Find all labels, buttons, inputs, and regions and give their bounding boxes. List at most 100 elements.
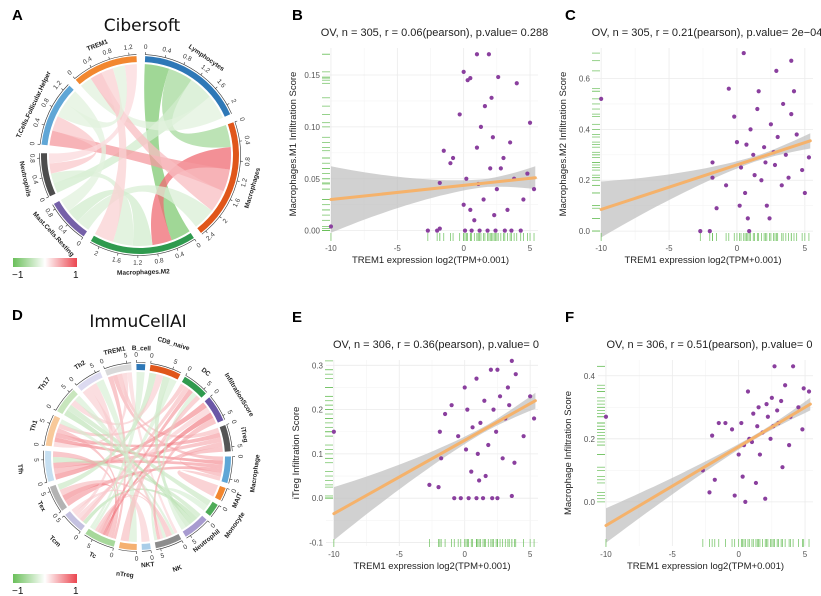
sector-tick xyxy=(97,246,100,250)
data-point xyxy=(745,389,751,394)
chord-sector-NK: 0 5 NK xyxy=(154,534,189,574)
data-point xyxy=(780,465,785,470)
sector-tick xyxy=(108,56,110,60)
legend-max-label: 1 xyxy=(73,586,79,596)
data-point xyxy=(491,407,496,412)
panel-letter-b: B xyxy=(292,7,303,24)
plot-title: OV, n = 306, r = 0.51(pearson), p.value=… xyxy=(607,339,813,351)
chord-sector-nTreg: 0 nTreg xyxy=(116,542,139,579)
data-point xyxy=(518,228,523,233)
sector-tick-label: 0.4 xyxy=(243,135,251,145)
data-points xyxy=(603,364,812,504)
y-tick-label: 0.2 xyxy=(579,176,591,185)
chord-sector-Macrophage: 0 5 Macrophage xyxy=(221,454,262,493)
sector-tick xyxy=(222,414,226,416)
regression-line xyxy=(599,139,812,211)
sector-tick xyxy=(72,76,75,79)
y-tick-label: 0.1 xyxy=(312,450,324,459)
sector-tick-label: 0 xyxy=(196,242,203,250)
x-tick-label: 5 xyxy=(528,550,533,559)
sector-tick-label: 2.4 xyxy=(205,231,217,242)
scatter-plot-e: -10 -5 0 5 -0.1 0.0 0.1 0.2 0.3 OV, n = 306, r = … xyxy=(291,339,539,572)
sector-label: Macrophage xyxy=(249,454,261,493)
chord-link-Tex-NK xyxy=(59,480,173,537)
sector-tick-label: 0.4 xyxy=(33,117,42,128)
data-point xyxy=(801,386,806,391)
data-point xyxy=(475,451,480,456)
data-point xyxy=(496,74,501,80)
data-point xyxy=(707,490,712,495)
data-point xyxy=(442,411,448,417)
sector-label: Monocyte xyxy=(223,511,246,540)
data-point xyxy=(734,139,740,145)
data-point xyxy=(716,420,721,426)
data-point xyxy=(772,162,778,168)
data-point xyxy=(757,452,763,457)
x-tick-label: -5 xyxy=(394,244,402,253)
sector-tick-label: 0 xyxy=(236,455,243,459)
sector-arc xyxy=(221,456,232,484)
data-point xyxy=(748,127,753,132)
sector-label: Macrophages.M2 xyxy=(117,268,170,276)
sector-tick xyxy=(226,103,230,106)
sector-label: Th17 xyxy=(37,376,52,393)
data-point xyxy=(762,145,767,150)
data-point xyxy=(789,58,794,63)
data-point xyxy=(498,166,503,171)
y-axis-label: Macrophages.M1 Infiltration Score xyxy=(288,72,299,217)
sector-arc xyxy=(45,415,61,447)
data-point xyxy=(768,122,774,127)
chord-link-Lymphocytes-Macrophages.M2 xyxy=(144,64,190,241)
data-point xyxy=(738,165,744,170)
sector-tick-label: 0.8 xyxy=(244,157,252,167)
data-point xyxy=(527,120,533,125)
rug-marks xyxy=(592,52,810,241)
sector-arc xyxy=(41,85,74,146)
chord-link-Neutrophils-T.Cells.Follicular.Helper xyxy=(49,116,98,174)
data-point xyxy=(509,228,514,233)
sector-tick xyxy=(229,199,233,201)
sector-tick xyxy=(41,123,45,126)
sector-axis xyxy=(104,362,132,369)
sector-axis xyxy=(74,54,137,79)
data-point xyxy=(514,81,519,86)
sector-tick xyxy=(78,531,81,534)
data-point xyxy=(461,202,466,207)
sector-tick xyxy=(61,515,65,518)
sector-tick xyxy=(226,488,230,490)
data-point xyxy=(740,474,745,479)
sector-tick-label: 0.8 xyxy=(154,257,165,266)
x-tick-label: 5 xyxy=(528,244,533,253)
sector-tick xyxy=(237,180,240,182)
sector-tick-label: 0 xyxy=(150,554,155,561)
data-point xyxy=(800,427,805,432)
data-point xyxy=(474,145,480,150)
data-point xyxy=(437,429,442,434)
sector-axis xyxy=(141,550,152,552)
chord-link-Macrophages.M2-TREM1 xyxy=(94,68,127,242)
sector-tick-label: 5 xyxy=(236,444,243,449)
sector-tick-label: 1.6 xyxy=(232,197,242,209)
chord-links xyxy=(48,64,232,246)
y-axis-label: iTreg Infiltration Score xyxy=(291,407,302,500)
x-tick-label: -10 xyxy=(328,550,340,559)
legend-gradient-bar xyxy=(13,574,77,583)
sector-tick-label: 1.2 xyxy=(133,260,143,267)
chord-link-iTreg-Macrophage xyxy=(179,446,223,477)
sector-arc xyxy=(65,511,85,531)
y-tick-label: 0.10 xyxy=(304,123,320,132)
sector-arc xyxy=(141,543,151,550)
data-point xyxy=(470,425,475,430)
data-point xyxy=(331,429,336,434)
sector-tick-label: 5 xyxy=(205,380,213,388)
sector-label: nTreg xyxy=(116,571,134,580)
data-point xyxy=(505,385,511,390)
chord-sector-Tex: 0 5 Tex xyxy=(36,484,67,520)
sector-arc xyxy=(85,528,116,547)
color-legend-d: −1 1 xyxy=(12,574,79,596)
panel-letter-a: A xyxy=(12,7,23,24)
sector-arc xyxy=(204,397,224,423)
